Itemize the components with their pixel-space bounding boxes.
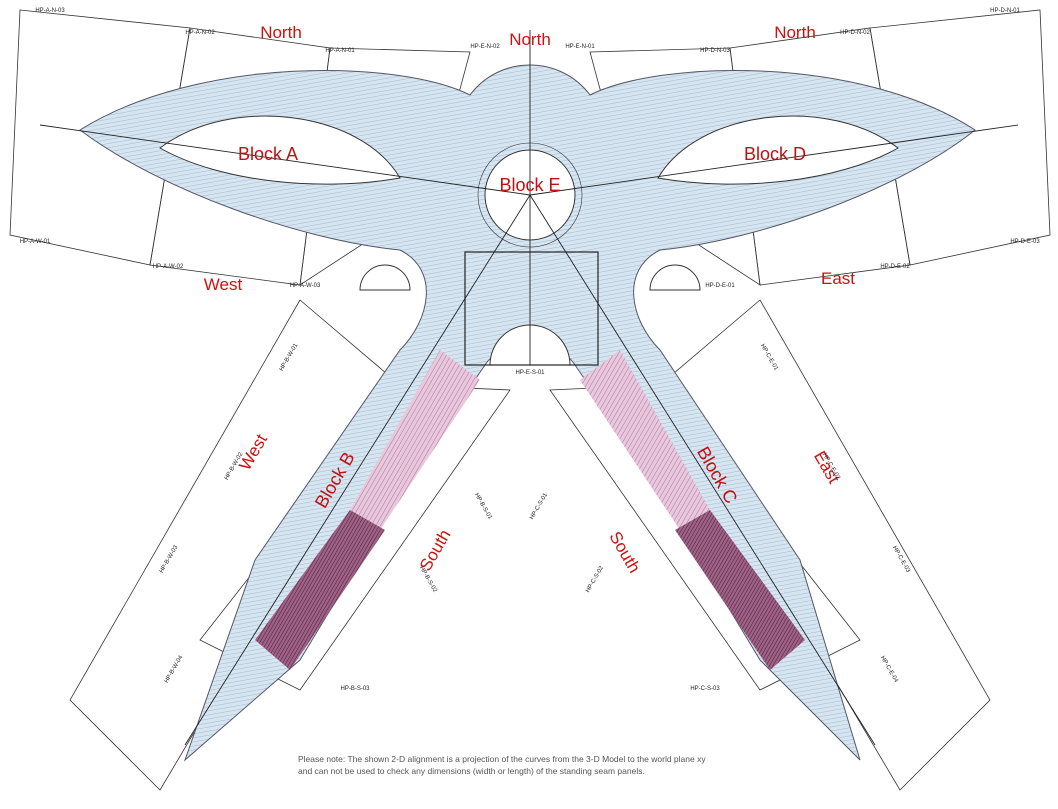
panel-strip <box>580 350 710 530</box>
direction-label: North <box>260 23 302 42</box>
sheet-label: HP-C-E-04 <box>879 655 899 684</box>
sheet-label: HP-E-N-01 <box>565 44 595 50</box>
panel-strip <box>255 510 385 670</box>
sheet-label: HP-B-W-01 <box>279 342 300 372</box>
sheet-label: HP-B-S-01 <box>473 492 493 521</box>
sheet-label: HP-D-E-03 <box>1010 239 1040 245</box>
sheet-label: HP-C-S-03 <box>690 686 720 692</box>
sheet-label: HP-B-W-03 <box>159 544 180 574</box>
block-label: Block A <box>238 144 298 164</box>
sheet-label: HP-A-W-02 <box>153 264 184 270</box>
direction-label: West <box>235 431 271 474</box>
sheet-label: HP-A-N-03 <box>35 8 65 14</box>
semicircle <box>359 264 411 291</box>
sheet-label: HP-C-S-02 <box>585 565 605 594</box>
sheet-label: HP-C-S-01 <box>529 492 549 521</box>
sheet-label: HP-D-E-02 <box>880 264 910 270</box>
sheet-label: HP-D-N-03 <box>700 48 730 54</box>
direction-label: North <box>774 23 816 42</box>
block-label: Block E <box>499 175 560 195</box>
sheet-label: HP-E-N-02 <box>470 44 500 50</box>
direction-label: North <box>509 30 551 49</box>
panel-strip <box>675 510 805 670</box>
direction-label: South <box>605 528 644 576</box>
opening <box>657 115 899 185</box>
sheet-label: HP-C-E-01 <box>759 343 779 372</box>
direction-label: West <box>204 275 243 294</box>
sheet-label: HP-D-N-01 <box>990 8 1020 14</box>
sheet-label: HP-D-N-02 <box>840 30 870 36</box>
semicircle <box>649 264 701 291</box>
detail-frame <box>464 251 599 366</box>
sheet-label: HP-E-S-01 <box>515 370 545 376</box>
sheet-label: HP-C-E-03 <box>891 545 911 574</box>
panel-strip <box>350 350 480 530</box>
direction-label: East <box>821 269 855 288</box>
note-text: Please note: The shown 2-D alignment is … <box>298 754 706 764</box>
sheet-label: HP-A-N-01 <box>325 48 355 54</box>
sheet-label: HP-A-W-01 <box>20 239 51 245</box>
note-text: and can not be used to check any dimensi… <box>298 766 645 776</box>
sheet-label: HP-B-S-03 <box>340 686 370 692</box>
sheet-label: HP-A-N-02 <box>185 30 215 36</box>
axis-lines <box>39 30 1019 746</box>
sheet-label: HP-D-E-01 <box>705 283 735 289</box>
block-label: Block D <box>744 144 806 164</box>
sheet-label: HP-A-W-03 <box>290 283 321 289</box>
sheet-label: HP-B-W-04 <box>164 654 185 684</box>
opening <box>159 115 401 185</box>
